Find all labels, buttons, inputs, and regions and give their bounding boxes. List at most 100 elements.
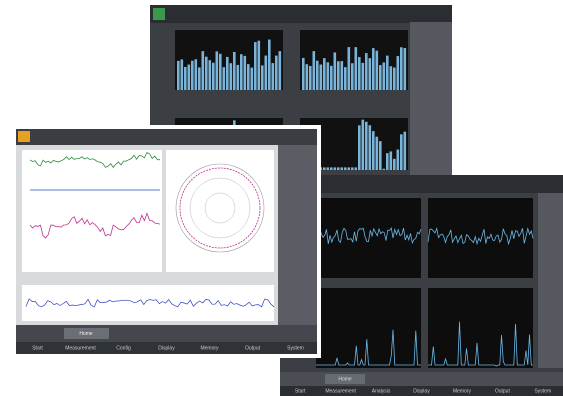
bar <box>250 67 254 90</box>
bar <box>400 47 403 90</box>
menu-item[interactable]: Start <box>295 388 306 394</box>
menu-item[interactable]: Memory <box>453 388 472 394</box>
bar <box>326 167 330 170</box>
menu-item[interactable]: Output <box>245 345 261 351</box>
bar <box>180 59 184 90</box>
menu-item[interactable]: System <box>287 345 304 351</box>
menu-item[interactable]: Display <box>158 345 175 351</box>
bar <box>382 168 386 170</box>
menu-item[interactable]: Measurement <box>65 345 96 351</box>
bar <box>372 48 375 90</box>
polar-trace <box>179 167 261 249</box>
bar <box>400 134 403 170</box>
bar <box>319 64 323 90</box>
bar <box>354 47 358 90</box>
side-panel <box>278 145 317 325</box>
bar <box>243 55 247 90</box>
bode-panel <box>22 150 162 272</box>
bar <box>340 61 344 90</box>
bar <box>236 64 240 90</box>
trace <box>315 226 422 245</box>
polar-grid <box>189 177 251 239</box>
bar <box>375 50 379 90</box>
trace <box>29 212 161 239</box>
bar <box>351 63 354 90</box>
bar <box>264 55 268 90</box>
bar <box>379 65 382 90</box>
toolbar <box>280 175 563 193</box>
bar <box>337 61 340 90</box>
tab[interactable] <box>64 328 109 339</box>
bar <box>389 151 393 170</box>
bar <box>184 66 187 90</box>
bar <box>403 48 407 90</box>
bar <box>309 66 312 90</box>
trace <box>316 329 421 366</box>
bar <box>302 57 305 90</box>
bar <box>333 167 337 170</box>
bar <box>386 55 389 90</box>
menu-item[interactable]: Display <box>413 388 430 394</box>
bar <box>326 62 330 90</box>
bar <box>240 54 243 90</box>
bar <box>247 64 250 90</box>
trace <box>428 321 533 367</box>
bar <box>226 56 229 90</box>
tab-label[interactable]: Home <box>338 376 352 382</box>
bar <box>198 67 201 90</box>
menu-bar <box>16 342 317 354</box>
menu-item[interactable]: System <box>534 388 551 394</box>
bar <box>271 63 275 90</box>
bar <box>396 56 400 90</box>
tab-label[interactable]: Home <box>79 331 93 337</box>
bar <box>361 119 365 170</box>
front-window: Home Start Measurement Config Display Memory… <box>12 125 321 358</box>
bar <box>229 63 233 90</box>
menu-item[interactable]: Config <box>116 345 131 351</box>
bar <box>358 125 361 170</box>
bar <box>382 62 386 90</box>
bar <box>368 58 372 90</box>
bar <box>372 131 375 170</box>
toolbar <box>16 129 317 145</box>
bar <box>351 167 354 170</box>
bar <box>275 55 278 90</box>
bar <box>268 39 271 90</box>
bar <box>261 65 264 90</box>
bar <box>323 58 326 90</box>
menu-item[interactable]: Measurement <box>325 388 356 394</box>
logo <box>153 8 165 20</box>
bar <box>365 121 368 170</box>
bar <box>386 153 389 170</box>
bar <box>278 51 282 90</box>
plot-area <box>316 288 421 368</box>
tab-bar <box>16 325 317 342</box>
polar-grid <box>175 163 265 253</box>
menu-item[interactable]: Memory <box>200 345 219 351</box>
menu-item[interactable]: Output <box>495 388 511 394</box>
bar <box>254 42 257 90</box>
bar <box>323 167 326 170</box>
menu-item[interactable]: Analysis <box>372 388 391 394</box>
bar <box>205 56 208 90</box>
bar <box>191 60 194 90</box>
menu-bar <box>280 386 563 396</box>
bar <box>316 60 319 90</box>
trend-panel <box>22 285 274 321</box>
bar <box>361 62 365 90</box>
menu-item[interactable]: Start <box>32 345 43 351</box>
bar <box>194 59 198 90</box>
bar <box>375 136 379 170</box>
tab[interactable] <box>325 374 365 384</box>
bar <box>212 62 215 90</box>
trace <box>29 151 160 168</box>
bar <box>208 60 212 90</box>
side-panel <box>538 193 563 368</box>
plot-area <box>428 198 533 278</box>
bar <box>233 51 236 90</box>
polar-panel <box>166 150 274 272</box>
bar <box>330 65 333 90</box>
bar <box>305 64 309 90</box>
bar <box>393 67 396 90</box>
bar <box>177 60 180 90</box>
